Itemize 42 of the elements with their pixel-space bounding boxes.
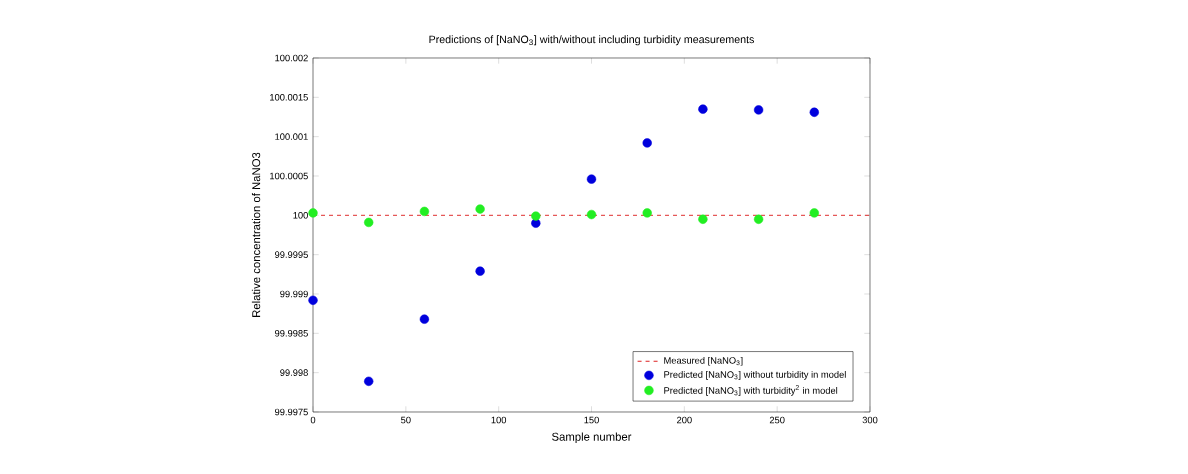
x-tick-label: 50	[401, 416, 411, 424]
point	[586, 174, 597, 184]
point	[308, 295, 318, 305]
point	[698, 104, 708, 114]
y-tick-label: 100.002	[275, 54, 308, 62]
x-tick-label: 100	[491, 416, 507, 424]
legend-label: Predicted [NaNO$_{3}$] without turbidity in model	[664, 371, 846, 380]
y-tick-label: 99.999	[280, 290, 308, 298]
y-tick-label: 99.9995	[275, 251, 308, 258]
y-tick-label: 100.001	[275, 133, 308, 140]
legend-label: Predicted [NaNO$_{3}$] with turbidity$^{2}$ in model	[664, 385, 838, 396]
point	[586, 209, 597, 220]
chart-title: Predictions of [NaNO$_{3}$] with/without including turbidity measurements	[429, 35, 755, 46]
y-tick-label: 100	[293, 212, 308, 219]
legend-label: Measured [NaNO$_{3}$]	[664, 356, 743, 366]
point	[475, 204, 485, 214]
x-tick-label: 300	[862, 416, 878, 424]
y-tick-label: 99.9975	[275, 408, 308, 416]
x-tick-label: 200	[677, 416, 692, 424]
point	[809, 208, 819, 218]
y-tick-label: 99.9985	[275, 330, 308, 337]
point	[308, 208, 318, 218]
x-tick-label: 150	[584, 416, 599, 424]
point	[475, 266, 485, 276]
point	[753, 105, 764, 115]
y-axis-title: Relative concentration of NaNO3	[251, 152, 261, 317]
point	[364, 376, 374, 386]
point	[364, 217, 374, 228]
point	[642, 138, 652, 148]
x-tick-label: 0	[310, 416, 316, 424]
y-tick-label: 100.0005	[270, 172, 308, 180]
x-tick-label: 250	[769, 416, 785, 424]
y-tick-label: 99.998	[280, 369, 308, 376]
point	[698, 214, 708, 224]
y-tick-label: 100.0015	[270, 94, 308, 101]
point	[809, 107, 819, 117]
point	[642, 208, 652, 218]
x-axis-title: Sample number	[552, 432, 632, 444]
point	[419, 314, 430, 324]
point	[419, 206, 430, 217]
point	[531, 211, 541, 221]
point	[753, 214, 764, 224]
